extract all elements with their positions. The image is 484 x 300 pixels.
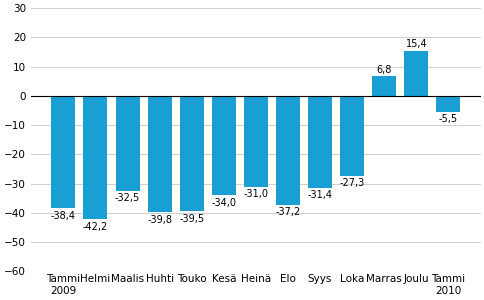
Bar (147, 96, 171, 212)
Text: -39,8: -39,8 (147, 215, 172, 225)
Text: 15,4: 15,4 (405, 39, 426, 50)
Bar (115, 96, 139, 191)
Bar (339, 96, 363, 176)
Text: -31,0: -31,0 (243, 189, 268, 199)
Bar (275, 96, 300, 205)
Bar (371, 76, 395, 96)
Text: -5,5: -5,5 (438, 114, 457, 124)
Bar (51, 96, 75, 208)
Text: -34,0: -34,0 (211, 198, 236, 208)
Text: -39,5: -39,5 (179, 214, 204, 224)
Bar (179, 96, 203, 212)
Text: 6,8: 6,8 (376, 64, 391, 75)
Bar (243, 96, 267, 187)
Bar (307, 96, 332, 188)
Text: -32,5: -32,5 (115, 193, 140, 203)
Bar (83, 96, 107, 219)
Bar (436, 96, 459, 112)
Bar (403, 51, 427, 96)
Text: -31,4: -31,4 (307, 190, 332, 200)
Text: -38,4: -38,4 (51, 211, 76, 220)
Text: -42,2: -42,2 (83, 222, 108, 232)
Bar (212, 96, 235, 195)
Text: -27,3: -27,3 (339, 178, 364, 188)
Text: -37,2: -37,2 (275, 207, 300, 217)
